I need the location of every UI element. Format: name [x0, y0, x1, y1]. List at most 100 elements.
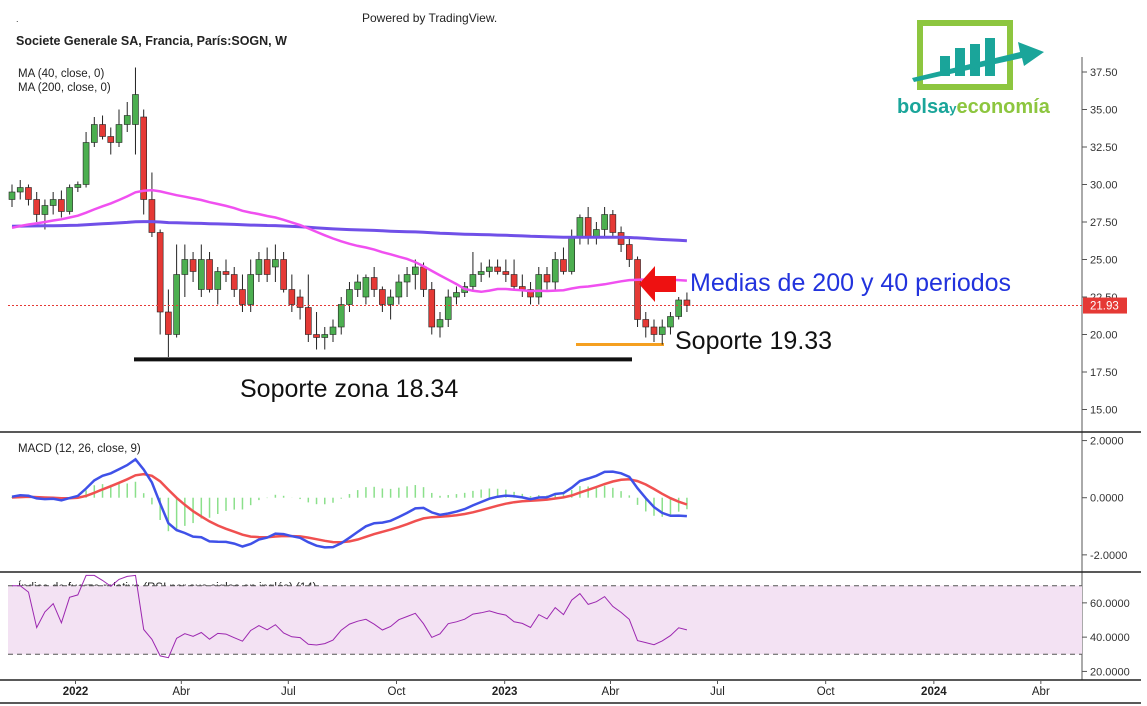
candle-body: [527, 289, 534, 298]
candle-body: [74, 184, 82, 188]
price-ytick-label: 20.00: [1090, 330, 1118, 342]
price-ytick-label: 37.50: [1090, 67, 1118, 79]
annotation-soporte-1933: Soporte 19.33: [675, 327, 832, 355]
legend-ma40: MA (40, close, 0): [18, 68, 104, 80]
macd-ytick-label: -2.0000: [1090, 550, 1127, 562]
candle-body: [502, 271, 510, 275]
candle-body: [403, 274, 411, 283]
candle-body: [683, 299, 691, 306]
candle-body: [510, 274, 518, 287]
macd-signal-line: [11, 472, 688, 544]
price-ytick-label: 32.50: [1090, 142, 1118, 154]
candle-body: [584, 217, 592, 238]
candle-body: [321, 334, 329, 338]
candle-body: [99, 124, 106, 137]
candle-body: [634, 259, 641, 320]
candle-body: [568, 236, 575, 272]
candle-body: [428, 289, 436, 328]
candle-body: [420, 266, 427, 290]
annotation-medias: Medias de 200 y 40 periodos: [690, 269, 1011, 297]
candle-body: [412, 266, 419, 275]
candle-body: [387, 296, 394, 305]
candle-body: [123, 115, 131, 125]
candle-body: [82, 142, 90, 185]
xtick-label: Jul: [710, 686, 725, 698]
candle-body: [650, 326, 658, 335]
candle-body: [181, 259, 189, 275]
candle-body: [658, 326, 666, 335]
candle-body: [535, 274, 543, 298]
candle-body: [642, 319, 650, 328]
ma200-line: [11, 220, 687, 243]
candle-body: [91, 124, 98, 143]
xtick-label: Abr: [172, 686, 190, 698]
candle-body: [247, 274, 254, 305]
candle-body: [132, 94, 139, 125]
xtick-label: 2024: [921, 686, 947, 698]
candle-body: [609, 214, 617, 233]
red-arrow-icon: [639, 266, 676, 302]
candle-body: [107, 136, 115, 143]
candle-body: [206, 259, 213, 290]
support-lines: [134, 343, 664, 362]
xtick-label: 2022: [63, 686, 89, 698]
candle-body: [41, 205, 49, 215]
xtick-label: 2023: [492, 686, 518, 698]
candle-body: [477, 271, 485, 275]
price-ytick-label: 30.00: [1090, 180, 1118, 192]
last-price-tag: [1083, 297, 1127, 314]
candle-body: [49, 199, 57, 206]
candle-body: [337, 304, 345, 328]
candle-body: [444, 296, 452, 320]
candle-body: [66, 187, 73, 212]
price-ytick-label: 27.50: [1090, 217, 1118, 229]
candle-body: [280, 259, 287, 290]
candle-body: [198, 259, 205, 290]
candle-body: [346, 289, 353, 305]
candle-body: [255, 259, 263, 275]
candle-body: [214, 271, 222, 290]
candle-body: [675, 299, 682, 317]
rsi-pane: [12, 574, 688, 659]
candle-body: [239, 289, 246, 305]
logo-arrow-icon: [912, 42, 1044, 82]
candle-body: [263, 259, 271, 275]
logo-bolsa-y-economia: bolsayeconomía: [897, 20, 1051, 118]
candle-body: [486, 266, 493, 272]
candle-body: [576, 217, 584, 238]
y-axes: 37.5035.0032.5030.0027.5025.0022.5020.00…: [1082, 67, 1130, 678]
macd-line: [11, 457, 687, 549]
rsi-ytick-label: 40.0000: [1090, 632, 1130, 644]
legend-macd: MACD (12, 26, close, 9): [18, 443, 141, 455]
logo-bar-4: [985, 38, 995, 76]
candle-body: [16, 187, 24, 193]
macd-ytick-label: 2.0000: [1090, 436, 1124, 448]
price-ytick-label: 25.00: [1090, 255, 1118, 267]
candle-body: [601, 214, 608, 230]
candle-body: [551, 259, 559, 283]
candle-body: [329, 326, 337, 335]
candle-body: [370, 277, 378, 290]
x-axis: 2022 Abr Jul Oct 2023 Abr Jul Oct 2024 Abr: [63, 680, 1050, 698]
candle-body: [173, 274, 180, 335]
symbol-title: Societe Generale SA, Francia, París:SOGN…: [16, 34, 287, 48]
rsi-ytick-label: 60.0000: [1090, 598, 1130, 610]
legend-ma200: MA (200, close, 0): [18, 82, 111, 94]
xtick-label: Oct: [388, 686, 407, 698]
candle-body: [115, 124, 123, 143]
rsi-line: [12, 574, 688, 659]
logo-bar-1: [940, 56, 950, 76]
candle-body: [156, 232, 164, 313]
candle-body: [222, 271, 230, 275]
xtick-label: Jul: [281, 686, 296, 698]
candle-body: [272, 259, 279, 268]
logo-bar-3: [970, 44, 980, 76]
candle-body: [354, 281, 361, 290]
candle-body: [140, 116, 147, 200]
candle-body: [379, 289, 386, 305]
candle-body: [313, 334, 320, 338]
macd-pane: [11, 457, 688, 549]
price-ytick-label: 35.00: [1090, 105, 1118, 117]
rsi-band: [8, 585, 1082, 655]
